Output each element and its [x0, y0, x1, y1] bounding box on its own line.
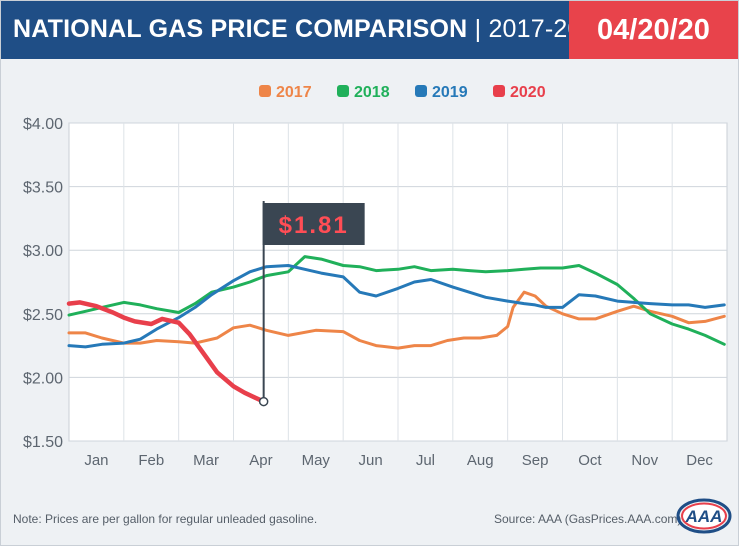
title-main: NATIONAL GAS PRICE COMPARISON — [13, 15, 468, 43]
x-tick-label: Dec — [686, 452, 713, 469]
series-line-2018 — [67, 255, 726, 346]
x-tick-label: Nov — [631, 452, 658, 469]
legend-swatch-2020 — [493, 85, 505, 97]
y-tick-label: $3.50 — [23, 180, 63, 197]
x-tick-label: Apr — [249, 452, 272, 469]
callout-label: $1.81 — [279, 212, 349, 239]
legend-label-2017: 2017 — [276, 84, 312, 101]
y-tick-label: $2.50 — [23, 307, 63, 324]
x-tick-label: Aug — [467, 452, 494, 469]
y-tick-label: $1.50 — [23, 434, 63, 451]
line-chart: $4.00 $3.50 $3.00 $2.50 $2.00 $1.50 Jan Feb Mar A… — [23, 84, 728, 469]
y-tick-label: $3.00 — [23, 243, 63, 260]
x-tick-label: Jun — [358, 452, 382, 469]
callout-flag — [262, 203, 365, 245]
aaa-logo: AAA — [676, 498, 732, 534]
date-badge: 04/20/20 — [569, 1, 738, 59]
x-tick-label: Jan — [84, 452, 108, 469]
x-tick-label: Feb — [138, 452, 164, 469]
x-tick-label: May — [302, 452, 331, 469]
plot-area: $4.00 $3.50 $3.00 $2.50 $2.00 $1.50 Jan Feb Mar A… — [1, 59, 738, 545]
legend-label-2019: 2019 — [432, 84, 468, 101]
legend-swatch-2018 — [337, 85, 349, 97]
legend-swatch-2017 — [259, 85, 271, 97]
footnote: Note: Prices are per gallon for regular … — [13, 512, 318, 526]
x-tick-label: Mar — [193, 452, 219, 469]
source-credit: Source: AAA (GasPrices.AAA.com) — [494, 512, 682, 526]
legend-label-2020: 2020 — [510, 84, 546, 101]
title-separator: | — [467, 15, 489, 43]
series-line-2019 — [67, 264, 726, 349]
y-tick-label: $4.00 — [23, 116, 63, 133]
y-tick-label: $2.00 — [23, 370, 63, 387]
header-bar: NATIONAL GAS PRICE COMPARISON | 2017-202… — [1, 1, 738, 59]
legend-label-2018: 2018 — [354, 84, 390, 101]
x-tick-label: Jul — [416, 452, 435, 469]
x-tick-label: Sep — [522, 452, 549, 469]
series-line-2020 — [66, 300, 266, 404]
svg-text:AAA: AAA — [685, 507, 723, 526]
series-line-2017 — [67, 290, 726, 350]
legend-swatch-2019 — [415, 85, 427, 97]
x-tick-label: Oct — [578, 452, 602, 469]
chart-title: NATIONAL GAS PRICE COMPARISON | 2017-202… — [13, 15, 610, 44]
callout-point — [258, 396, 269, 407]
